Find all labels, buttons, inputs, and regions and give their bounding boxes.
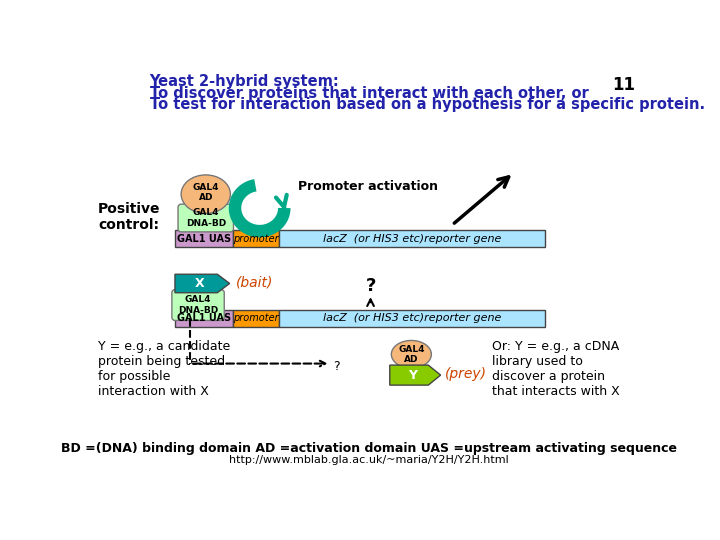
Text: lacZ  (or HIS3 etc)reporter gene: lacZ (or HIS3 etc)reporter gene [323,313,501,323]
Text: Positive
control:: Positive control: [98,202,161,232]
Bar [233,231,279,247]
Text: 11: 11 [613,76,636,93]
Text: Y: Y [408,369,417,382]
Text: X: X [194,277,204,290]
Ellipse shape [392,340,431,368]
Text: ?: ? [365,278,376,295]
Text: http://www.mblab.gla.ac.uk/~maria/Y2H/Y2H.html: http://www.mblab.gla.ac.uk/~maria/Y2H/Y2… [229,455,509,465]
Text: lacZ  (or HIS3 etc)reporter gene: lacZ (or HIS3 etc)reporter gene [323,234,501,244]
Text: promoter: promoter [233,234,279,244]
Ellipse shape [181,175,230,213]
Text: (prey): (prey) [445,367,487,381]
FancyBboxPatch shape [178,204,233,232]
Bar [279,231,544,247]
Text: Or: Y = e.g., a cDNA
library used to
discover a protein
that interacts with X: Or: Y = e.g., a cDNA library used to dis… [492,340,620,399]
FancyBboxPatch shape [172,289,224,320]
Text: To discover proteins that interact with each other, or: To discover proteins that interact with … [150,85,588,100]
Text: To test for interaction based on a hypothesis for a specific protein.: To test for interaction based on a hypot… [150,97,705,112]
Bar [175,231,233,247]
Text: GAL4
AD: GAL4 AD [398,345,425,364]
Polygon shape [175,274,230,293]
Text: GAL4
DNA-BD: GAL4 DNA-BD [186,208,226,228]
Text: (bait): (bait) [235,276,273,290]
Text: Promoter activation: Promoter activation [298,180,438,193]
Text: ?: ? [333,360,341,373]
Polygon shape [390,365,441,385]
Text: GAL1 UAS: GAL1 UAS [177,234,231,244]
Bar [175,309,233,327]
Text: Y = e.g., a candidate
protein being tested
for possible
interaction with X: Y = e.g., a candidate protein being test… [98,340,230,399]
Bar [279,309,544,327]
Text: GAL1 UAS: GAL1 UAS [177,313,231,323]
Text: BD =(DNA) binding domain AD =activation domain UAS =upstream activating sequence: BD =(DNA) binding domain AD =activation … [61,442,677,455]
Bar [233,309,279,327]
Text: promoter: promoter [233,313,279,323]
Text: GAL4
AD: GAL4 AD [192,183,219,202]
Text: GAL4
DNA-BD: GAL4 DNA-BD [178,295,218,315]
Text: Yeast 2-hybrid system:: Yeast 2-hybrid system: [150,74,339,89]
